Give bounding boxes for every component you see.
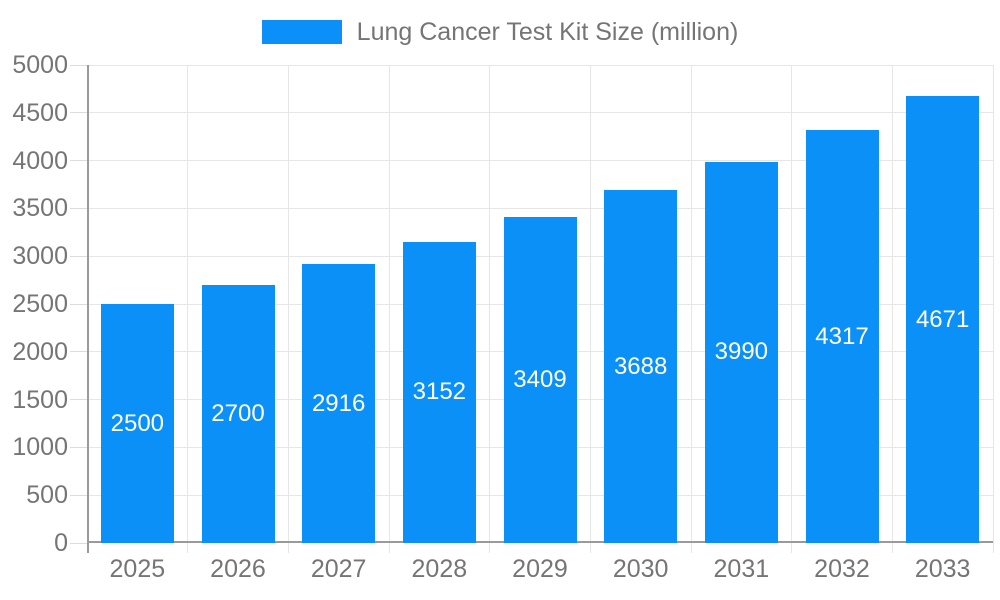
bar-2025[interactable]: 2500 — [100, 304, 174, 543]
bar-value-label: 2500 — [110, 409, 165, 437]
y-axis-tick-label: 500 — [26, 481, 68, 510]
bar-value-label: 3688 — [613, 352, 668, 380]
y-tick — [70, 446, 87, 448]
y-tick — [70, 399, 87, 401]
legend-swatch-icon — [261, 20, 342, 44]
y-axis-tick-label: 0 — [54, 529, 68, 557]
x-gridline — [489, 65, 491, 553]
bar-value-label: 2700 — [211, 399, 265, 427]
y-axis-tick-label: 4500 — [12, 98, 68, 127]
x-axis-tick-label: 2032 — [814, 555, 870, 583]
y-gridline — [87, 160, 993, 162]
plot-area: 2500 2700 2916 3152 3409 3688 3990 4317 4671 — [70, 64, 994, 553]
y-axis-tick-label: 2500 — [12, 290, 68, 318]
x-axis-tick-label: 2030 — [612, 555, 669, 583]
bar-2032[interactable]: 4317 — [805, 130, 879, 543]
y-axis-tick-label: 2000 — [12, 337, 68, 366]
x-gridline — [992, 65, 994, 553]
x-axis-tick-label: 2031 — [713, 555, 770, 583]
x-gridline — [589, 65, 591, 553]
legend-label: Lung Cancer Test Kit Size (million) — [356, 17, 739, 46]
y-tick — [70, 303, 87, 305]
x-axis-tick-label: 2025 — [109, 555, 166, 583]
y-axis-tick-label: 5000 — [12, 51, 68, 79]
y-axis-tick-label: 1000 — [12, 433, 68, 462]
y-tick — [70, 112, 87, 114]
bar-value-label: 4671 — [915, 305, 970, 333]
y-axis-tick-label: 3500 — [12, 194, 68, 223]
x-axis-tick-label: 2026 — [210, 555, 266, 583]
bar-2029[interactable]: 3409 — [503, 217, 577, 543]
bar-value-label: 3409 — [513, 366, 567, 394]
x-gridline — [388, 65, 390, 553]
y-axis-tick-label: 1500 — [12, 385, 68, 414]
x-gridline — [187, 65, 189, 553]
bar-value-label: 4317 — [815, 322, 869, 350]
bar-2030[interactable]: 3688 — [604, 190, 678, 543]
y-tick — [70, 351, 87, 353]
x-gridline — [287, 65, 289, 553]
y-tick — [70, 542, 87, 544]
y-axis-line — [87, 65, 89, 553]
y-gridline — [87, 64, 993, 66]
x-axis-tick-label: 2028 — [411, 555, 468, 583]
bar-value-label: 2916 — [311, 389, 366, 417]
x-axis-tick-label: 2033 — [914, 555, 971, 583]
y-tick — [70, 255, 87, 257]
bar-2027[interactable]: 2916 — [302, 264, 376, 543]
bar-2026[interactable]: 2700 — [201, 284, 275, 543]
y-axis-tick-label: 4000 — [12, 146, 68, 175]
y-tick — [70, 207, 87, 209]
bar-2031[interactable]: 3990 — [704, 161, 778, 543]
x-axis-tick-label: 2027 — [310, 555, 367, 583]
legend[interactable]: Lung Cancer Test Kit Size (million) — [0, 17, 1000, 47]
y-gridline — [87, 112, 993, 114]
x-gridline — [791, 65, 793, 553]
y-axis-tick-label: 3000 — [12, 242, 68, 271]
y-tick — [70, 64, 87, 66]
y-tick — [70, 160, 87, 162]
y-gridline — [87, 207, 993, 209]
x-gridline — [690, 65, 692, 553]
y-tick — [70, 494, 87, 496]
x-axis-tick-label: 2029 — [512, 555, 568, 583]
x-gridline — [891, 65, 893, 553]
bar-2028[interactable]: 3152 — [402, 241, 476, 543]
bar-value-label: 3152 — [412, 378, 467, 406]
bar-2033[interactable]: 4671 — [906, 96, 980, 543]
bar-value-label: 3990 — [714, 338, 769, 366]
